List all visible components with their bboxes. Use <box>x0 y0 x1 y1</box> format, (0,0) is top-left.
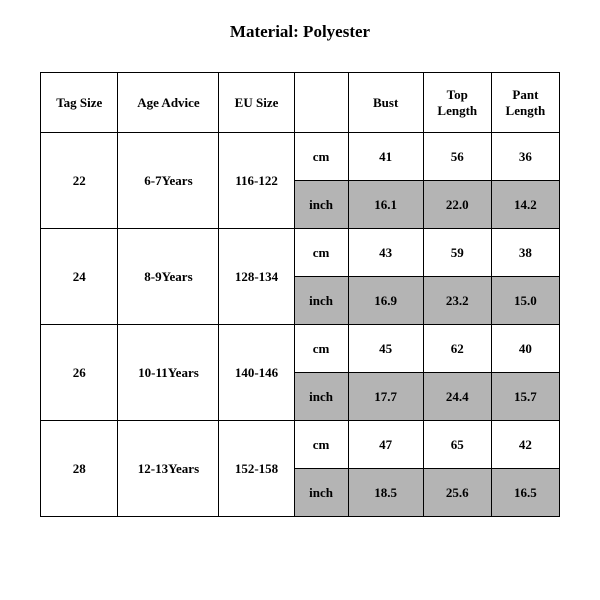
cell-unit-inch: inch <box>294 469 348 517</box>
col-bust: Bust <box>348 73 423 133</box>
table-header-row: Tag Size Age Advice EU Size Bust Top Len… <box>41 73 560 133</box>
cell-tag-size: 26 <box>41 325 118 421</box>
cell-eu-size: 152-158 <box>219 421 294 517</box>
cell-tag-size: 22 <box>41 133 118 229</box>
col-unit <box>294 73 348 133</box>
cell-bust-inch: 16.9 <box>348 277 423 325</box>
cell-unit-cm: cm <box>294 229 348 277</box>
size-table: Tag Size Age Advice EU Size Bust Top Len… <box>40 72 560 517</box>
cell-bust-cm: 45 <box>348 325 423 373</box>
cell-eu-size: 128-134 <box>219 229 294 325</box>
col-eu-size: EU Size <box>219 73 294 133</box>
cell-bust-inch: 18.5 <box>348 469 423 517</box>
page-title: Material: Polyester <box>40 22 560 42</box>
cell-pant_length-inch: 15.0 <box>491 277 559 325</box>
col-age-advice: Age Advice <box>118 73 219 133</box>
cell-bust-cm: 43 <box>348 229 423 277</box>
cell-top_length-cm: 65 <box>423 421 491 469</box>
cell-age-advice: 8-9Years <box>118 229 219 325</box>
table-row: 2812-13Years152-158cm476542 <box>41 421 560 469</box>
table-body: 226-7Years116-122cm415636inch16.122.014.… <box>41 133 560 517</box>
cell-eu-size: 140-146 <box>219 325 294 421</box>
table-row: 248-9Years128-134cm435938 <box>41 229 560 277</box>
cell-bust-cm: 47 <box>348 421 423 469</box>
cell-top_length-cm: 62 <box>423 325 491 373</box>
cell-pant_length-cm: 40 <box>491 325 559 373</box>
cell-top_length-inch: 22.0 <box>423 181 491 229</box>
cell-unit-inch: inch <box>294 181 348 229</box>
cell-top_length-cm: 56 <box>423 133 491 181</box>
cell-pant_length-cm: 36 <box>491 133 559 181</box>
cell-age-advice: 10-11Years <box>118 325 219 421</box>
cell-unit-cm: cm <box>294 325 348 373</box>
cell-pant_length-inch: 14.2 <box>491 181 559 229</box>
cell-pant_length-inch: 16.5 <box>491 469 559 517</box>
cell-pant_length-inch: 15.7 <box>491 373 559 421</box>
cell-tag-size: 24 <box>41 229 118 325</box>
table-row: 2610-11Years140-146cm456240 <box>41 325 560 373</box>
cell-unit-cm: cm <box>294 421 348 469</box>
cell-age-advice: 12-13Years <box>118 421 219 517</box>
cell-top_length-cm: 59 <box>423 229 491 277</box>
size-chart: Material: Polyester Tag Size Age Advice … <box>0 0 600 600</box>
cell-top_length-inch: 24.4 <box>423 373 491 421</box>
col-top-length: Top Length <box>423 73 491 133</box>
col-tag-size: Tag Size <box>41 73 118 133</box>
cell-pant_length-cm: 38 <box>491 229 559 277</box>
cell-unit-inch: inch <box>294 373 348 421</box>
cell-top_length-inch: 25.6 <box>423 469 491 517</box>
cell-bust-inch: 16.1 <box>348 181 423 229</box>
table-row: 226-7Years116-122cm415636 <box>41 133 560 181</box>
col-pant-length: Pant Length <box>491 73 559 133</box>
cell-bust-cm: 41 <box>348 133 423 181</box>
cell-bust-inch: 17.7 <box>348 373 423 421</box>
cell-unit-cm: cm <box>294 133 348 181</box>
cell-unit-inch: inch <box>294 277 348 325</box>
cell-top_length-inch: 23.2 <box>423 277 491 325</box>
cell-age-advice: 6-7Years <box>118 133 219 229</box>
cell-eu-size: 116-122 <box>219 133 294 229</box>
cell-pant_length-cm: 42 <box>491 421 559 469</box>
cell-tag-size: 28 <box>41 421 118 517</box>
